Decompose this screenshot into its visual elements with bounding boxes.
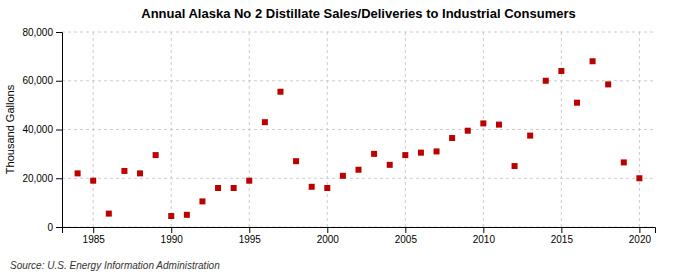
- point: [309, 184, 315, 190]
- tick: 2020: [629, 227, 652, 245]
- point: [153, 152, 159, 158]
- point: [356, 167, 362, 173]
- axis-line: [56, 33, 63, 228]
- point: [121, 168, 127, 174]
- point: [527, 133, 533, 139]
- point: [480, 120, 486, 126]
- points: [75, 58, 643, 219]
- point: [418, 150, 424, 156]
- point: [449, 135, 455, 141]
- tick: 80,000: [22, 27, 62, 38]
- tick-label: 2015: [551, 234, 574, 245]
- point: [496, 122, 502, 128]
- tick-label: 2000: [317, 234, 340, 245]
- point: [75, 170, 81, 176]
- tick-mark: [93, 227, 94, 233]
- tick: 20,000: [22, 173, 62, 184]
- tick-mark: [56, 178, 62, 179]
- point: [231, 185, 237, 191]
- tick-label: 2010: [473, 234, 496, 245]
- tick-label: 60,000: [22, 75, 53, 86]
- y-axis-label: Thousand Gallons: [4, 84, 16, 174]
- tick: 40,000: [22, 124, 62, 135]
- tick-mark: [56, 130, 62, 131]
- point: [558, 68, 564, 74]
- tick: 1995: [239, 227, 262, 245]
- grid-line: [62, 178, 655, 179]
- tick-label: 80,000: [22, 27, 53, 38]
- point: [621, 159, 627, 165]
- axis-line: [63, 228, 656, 234]
- grid-line: [62, 32, 655, 33]
- point: [215, 185, 221, 191]
- tick-label: 1990: [161, 234, 184, 245]
- plot-area: 1985 1990 1995 2000 2005 2010 2015 2020 0 20,000 4…: [22, 27, 655, 245]
- tick: 2015: [551, 227, 574, 245]
- point: [512, 163, 518, 169]
- point: [465, 128, 471, 134]
- tick-label: 1985: [83, 234, 106, 245]
- tick-mark: [639, 227, 640, 233]
- point: [277, 89, 283, 95]
- grid-line: [62, 80, 655, 81]
- grid: [62, 32, 655, 227]
- tick-label: 1995: [239, 234, 262, 245]
- tick-mark: [327, 227, 328, 233]
- chart: 1985 1990 1995 2000 2005 2010 2015 2020 0 20,000 4…: [0, 0, 675, 275]
- point: [402, 152, 408, 158]
- tick-mark: [56, 81, 62, 82]
- tick: 2000: [317, 227, 340, 245]
- point: [574, 100, 580, 106]
- point: [90, 178, 96, 184]
- point: [590, 58, 596, 64]
- point: [605, 81, 611, 87]
- tick: 0: [47, 222, 62, 233]
- point: [293, 158, 299, 164]
- tick: 2005: [395, 227, 418, 245]
- tick-mark: [56, 227, 62, 228]
- tick: 1985: [83, 227, 106, 245]
- tick-mark: [249, 227, 250, 233]
- tick: 2010: [473, 227, 496, 245]
- tick-label: 40,000: [22, 124, 53, 135]
- point: [434, 148, 440, 154]
- point: [184, 212, 190, 218]
- grid-line: [62, 129, 655, 130]
- point: [340, 173, 346, 179]
- y-axis: 0 20,000 40,000 60,000 80,000: [22, 27, 62, 233]
- point: [387, 162, 393, 168]
- tick-mark: [561, 227, 562, 233]
- annotation: Source: U.S. Energy Information Administ…: [10, 260, 220, 271]
- tick: 60,000: [22, 75, 62, 86]
- point: [106, 211, 112, 217]
- tick-mark: [56, 32, 62, 33]
- tick-label: 0: [47, 222, 53, 233]
- point: [262, 119, 268, 125]
- tick-label: 20,000: [22, 173, 53, 184]
- tick-mark: [405, 227, 406, 233]
- tick-label: 2020: [629, 234, 652, 245]
- point: [137, 170, 143, 176]
- point: [199, 198, 205, 204]
- point: [168, 213, 174, 219]
- point: [543, 78, 549, 84]
- x-axis: 1985 1990 1995 2000 2005 2010 2015 2020: [63, 227, 656, 245]
- point: [324, 185, 330, 191]
- tick-mark: [171, 227, 172, 233]
- point: [636, 175, 642, 181]
- tick-label: 2005: [395, 234, 418, 245]
- title: Annual Alaska No 2 Distillate Sales/Deli…: [141, 6, 575, 21]
- point: [246, 178, 252, 184]
- point: [371, 151, 377, 157]
- tick-mark: [483, 227, 484, 233]
- tick: 1990: [161, 227, 184, 245]
